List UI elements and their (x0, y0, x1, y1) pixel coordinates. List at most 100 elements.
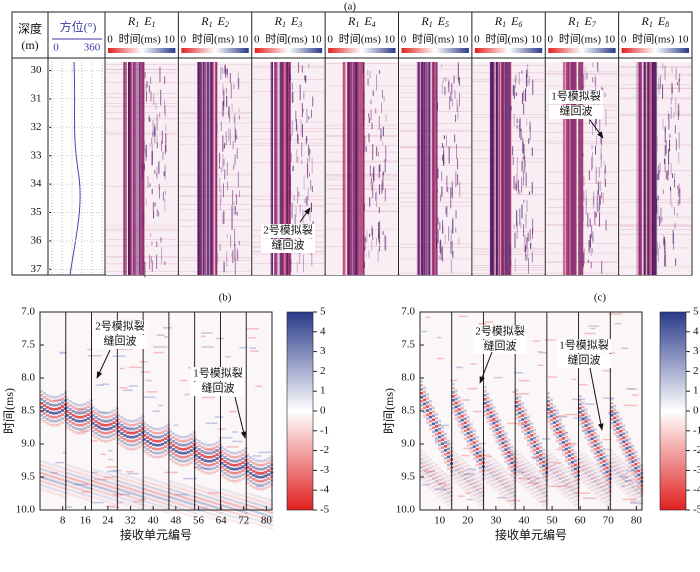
wavelet (220, 450, 224, 453)
column-title: R1 E6 (494, 14, 523, 29)
wavelet (426, 393, 429, 396)
wavelet (168, 454, 172, 457)
wavelet (267, 526, 271, 530)
scatter-echo (513, 224, 515, 230)
wavelet (429, 470, 432, 474)
wavelet (197, 440, 201, 443)
wavelet (161, 509, 165, 513)
wavelet (120, 500, 124, 504)
wavelet (573, 503, 577, 507)
scatter-echo (364, 236, 366, 251)
wavelet (220, 516, 224, 519)
wavelet (171, 444, 175, 447)
wavelet (52, 467, 55, 471)
wavelet (65, 480, 69, 483)
wavelet (100, 427, 104, 430)
wavelet (174, 438, 178, 441)
wavelet (596, 483, 600, 486)
wavelet (235, 496, 239, 500)
noise (629, 502, 644, 504)
scatter-echo (370, 109, 372, 121)
scatter-echo (590, 248, 592, 257)
wavelet (258, 511, 262, 515)
trace-stripe (494, 62, 496, 275)
wavelet (625, 459, 629, 462)
scatter-echo (369, 165, 371, 177)
trace-stripe (425, 62, 428, 275)
x-tick-label: 48 (170, 515, 182, 527)
wavelet (564, 467, 568, 470)
wavelet (97, 493, 101, 497)
wavelet (570, 480, 574, 484)
wavelet (605, 475, 609, 479)
wavelet (74, 403, 78, 406)
trace-stripe (423, 62, 426, 275)
scatter-echo (450, 92, 452, 102)
wavelet (209, 463, 213, 467)
scatter-echo (149, 254, 151, 270)
wavelet (510, 465, 514, 469)
trace-stripe (493, 62, 495, 275)
noise (184, 393, 190, 396)
wavelet (599, 497, 603, 501)
trace-stripe (197, 62, 200, 275)
wavelet (469, 471, 473, 474)
wavelet (584, 455, 588, 459)
wavelet (258, 459, 262, 463)
wavelet (466, 436, 470, 439)
trace-stripe (280, 62, 283, 275)
wavelet (138, 490, 142, 494)
trace-stripe (654, 62, 656, 275)
scatter-echo (228, 106, 230, 117)
wavelet (561, 484, 565, 487)
wavelet (426, 421, 429, 424)
wavelet (578, 415, 582, 418)
wavelet (261, 459, 265, 463)
wavelet (637, 481, 641, 485)
wavelet (533, 432, 537, 436)
wavelet (555, 478, 559, 482)
wavelet (596, 434, 600, 438)
wavelet (155, 507, 159, 511)
wavelet (177, 447, 181, 450)
wavelet (498, 423, 502, 426)
scatter-echo (152, 131, 154, 138)
wavelet (103, 427, 107, 431)
scatter-echo (228, 128, 230, 142)
wavelet (132, 504, 136, 508)
scatter-echo (149, 118, 151, 122)
annotation-text: 缝回波 (272, 238, 305, 252)
time-title: 时间(ms) (632, 33, 674, 46)
scatter-echo (596, 196, 598, 212)
wavelet (466, 468, 470, 471)
wavelet (573, 487, 577, 491)
wavelet (625, 484, 629, 487)
scatter-echo (143, 63, 145, 70)
wavelet (501, 437, 505, 441)
scatter-echo (148, 85, 150, 93)
wavelet (478, 442, 482, 446)
emitter: E (657, 14, 666, 28)
wavelet (106, 415, 110, 419)
wavelet (570, 488, 574, 492)
receiver: R (347, 14, 356, 28)
scatter-echo (164, 99, 166, 115)
scatter-echo (376, 191, 378, 208)
wavelet (106, 435, 110, 439)
wavelet (602, 467, 606, 471)
wavelet (542, 472, 546, 476)
wavelet (112, 417, 116, 420)
wavelet (135, 426, 139, 430)
wavelet (97, 434, 101, 437)
scatter-echo (655, 251, 657, 255)
wavelet (146, 500, 150, 504)
wavelet (174, 454, 178, 457)
receiver: R (494, 14, 503, 28)
noise (87, 348, 93, 351)
wavelet (605, 479, 609, 483)
trace-stripe (138, 62, 141, 275)
scatter-echo (236, 211, 238, 216)
noise (232, 440, 243, 443)
scatter-echo (450, 198, 452, 209)
wavelet (460, 406, 464, 410)
